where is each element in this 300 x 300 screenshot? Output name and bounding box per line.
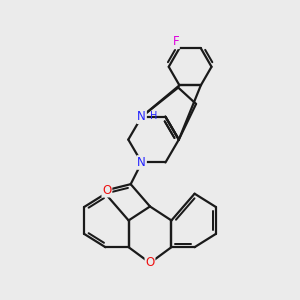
Text: H: H (150, 111, 158, 121)
Text: O: O (146, 256, 154, 269)
Text: N: N (137, 156, 146, 169)
Text: O: O (102, 184, 112, 196)
Text: N: N (137, 110, 146, 123)
Text: F: F (172, 35, 179, 48)
